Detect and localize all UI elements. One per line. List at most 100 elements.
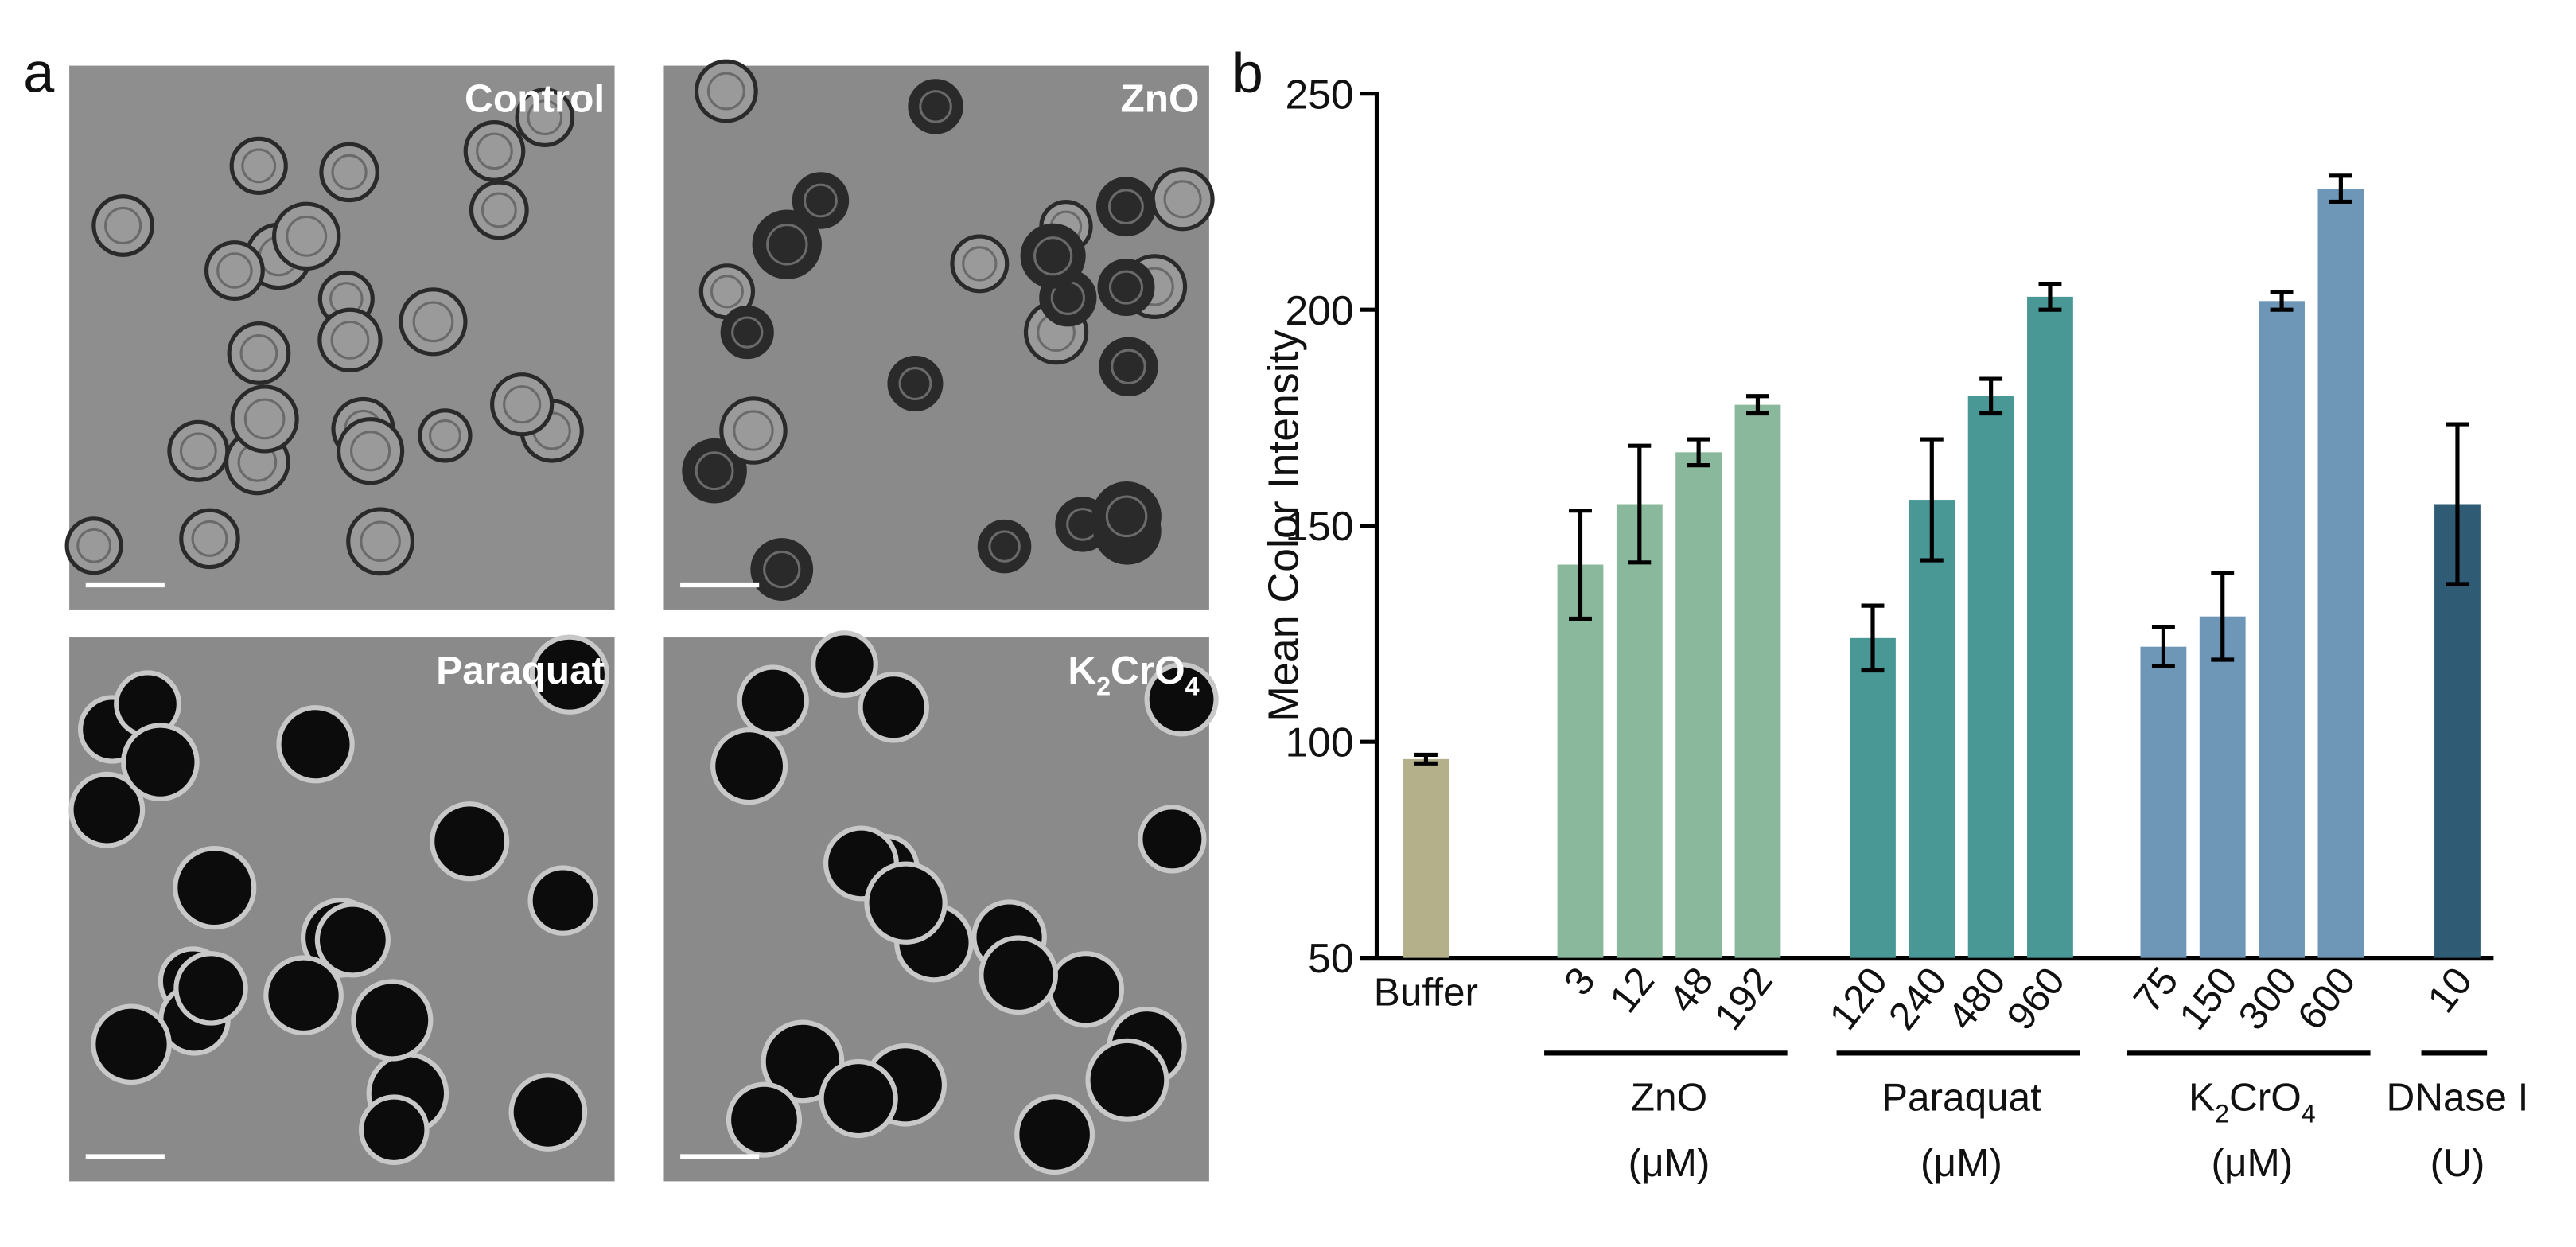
y-tick-label: 50 [1308, 935, 1353, 981]
group-unit: (μM) [2211, 1141, 2293, 1185]
cell [1099, 337, 1158, 396]
x-tick-label: 300 [2230, 959, 2305, 1038]
x-tick-label: 120 [1821, 959, 1896, 1038]
cell-core [476, 132, 513, 170]
group-label: ZnO [1631, 1076, 1707, 1120]
cell [1047, 951, 1125, 1028]
error-bar [2151, 625, 2175, 668]
cell [271, 201, 341, 271]
cell-core [804, 183, 838, 218]
group-label: Paraquat [1881, 1076, 2041, 1120]
cell [319, 142, 379, 203]
cell [792, 172, 850, 229]
cell [351, 979, 434, 1062]
bar [1557, 564, 1604, 958]
cell [314, 902, 391, 978]
cell-core [243, 398, 286, 440]
cell-core [241, 148, 277, 184]
group-label-part: ZnO [1631, 1076, 1707, 1120]
panel-label: a [23, 41, 55, 104]
group-label-part: 2 [2215, 1100, 2229, 1128]
cell [515, 88, 575, 147]
panel-label: b [1232, 41, 1263, 104]
y-axis-label: Mean Color Intensity [1259, 329, 1307, 721]
bar [1616, 504, 1663, 958]
cell-core [1163, 180, 1202, 219]
cell [1096, 177, 1156, 237]
y-tick-label: 100 [1285, 719, 1353, 766]
error-bar [1569, 509, 1592, 621]
x-tick-label: 150 [2171, 959, 2246, 1038]
x-tick-label: 192 [1706, 959, 1781, 1038]
bar [1850, 637, 1896, 958]
cell [359, 1094, 430, 1166]
cell-core [695, 451, 734, 491]
cell-core [962, 246, 998, 282]
cell [719, 396, 788, 465]
cell-core [179, 432, 217, 470]
cell [1085, 1038, 1169, 1122]
cell-core [988, 530, 1021, 563]
cell-core [766, 224, 808, 266]
x-tick-label: 12 [1601, 959, 1663, 1020]
error-bar [1979, 376, 2003, 416]
x-tick-label: Buffer [1374, 971, 1478, 1015]
cell [908, 79, 963, 134]
cell [950, 234, 1010, 294]
cell [469, 180, 529, 240]
cell [68, 771, 146, 848]
error-bar [2211, 571, 2235, 662]
cell-core [706, 72, 745, 111]
cell [811, 630, 878, 698]
cell-core [1033, 236, 1073, 276]
cell [336, 417, 405, 485]
cell [1091, 481, 1162, 551]
group-label-part: CrO [2229, 1076, 2302, 1120]
cell [529, 634, 610, 715]
group-label: DNase I [2386, 1076, 2528, 1120]
cell [1150, 167, 1215, 232]
bar [1909, 500, 1955, 958]
cell-core [428, 419, 461, 452]
image-label-part: K [1068, 649, 1096, 692]
cell [1014, 1094, 1095, 1175]
bar [2140, 646, 2187, 958]
cell [346, 507, 415, 576]
cell-core [191, 520, 228, 557]
cell [977, 519, 1032, 574]
bar [1403, 758, 1449, 958]
bar [1675, 452, 1722, 958]
cell [1144, 662, 1219, 737]
cell [979, 935, 1058, 1015]
cell [864, 861, 948, 945]
group-label-part: Paraquat [1881, 1076, 2041, 1120]
group-unit: (μM) [1628, 1141, 1710, 1185]
cell [1097, 259, 1155, 317]
cell [1020, 223, 1086, 289]
cell-core [350, 431, 391, 472]
cell-core [1105, 495, 1148, 538]
cell-core [360, 520, 401, 563]
cell [750, 538, 814, 601]
cell [167, 419, 230, 482]
x-tick-label: 10 [2419, 959, 2481, 1020]
cell [230, 384, 299, 454]
x-tick-label: 960 [1998, 959, 2073, 1038]
cell [64, 516, 123, 575]
image-label-part: 4 [1185, 672, 1200, 701]
cell [710, 727, 788, 805]
cell-core [1111, 349, 1146, 385]
cell-core [731, 316, 764, 349]
image-label-part: Paraquat [436, 649, 605, 692]
cell-core [286, 215, 328, 257]
cell-core [527, 99, 563, 136]
error-bar [1861, 603, 1885, 673]
cell [858, 672, 929, 743]
cell-core [710, 275, 744, 309]
cell [1138, 805, 1207, 874]
cell [91, 194, 154, 257]
cell [173, 846, 257, 930]
cell [752, 209, 823, 279]
cell-core [239, 334, 278, 372]
